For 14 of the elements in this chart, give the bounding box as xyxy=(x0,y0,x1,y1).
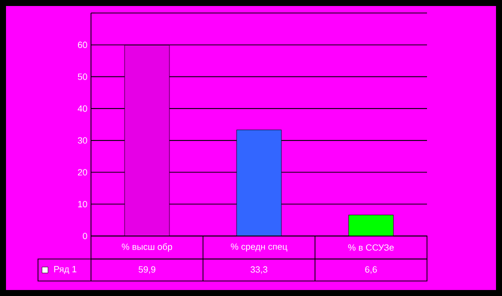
text: Ряд 1 xyxy=(54,266,76,274)
data-label: 6,6 xyxy=(365,266,377,274)
y-tick-label: 50 xyxy=(78,74,88,80)
y-tick-label: 10 xyxy=(78,200,88,208)
y-tick-label: 30 xyxy=(78,137,88,144)
data-label: 33,3 xyxy=(250,266,268,274)
x-tick-label: % высш обр xyxy=(122,243,172,252)
y-tick-label: 0 xyxy=(82,232,88,240)
data-label: 59,9 xyxy=(138,266,156,274)
y-tick-label: 60 xyxy=(78,42,88,48)
x-tick-label: % средн спец xyxy=(230,243,288,252)
y-tick-label: 20 xyxy=(78,169,88,176)
y-tick-label: 40 xyxy=(78,105,88,112)
x-tick-label: % в ССУЗе xyxy=(348,244,394,251)
